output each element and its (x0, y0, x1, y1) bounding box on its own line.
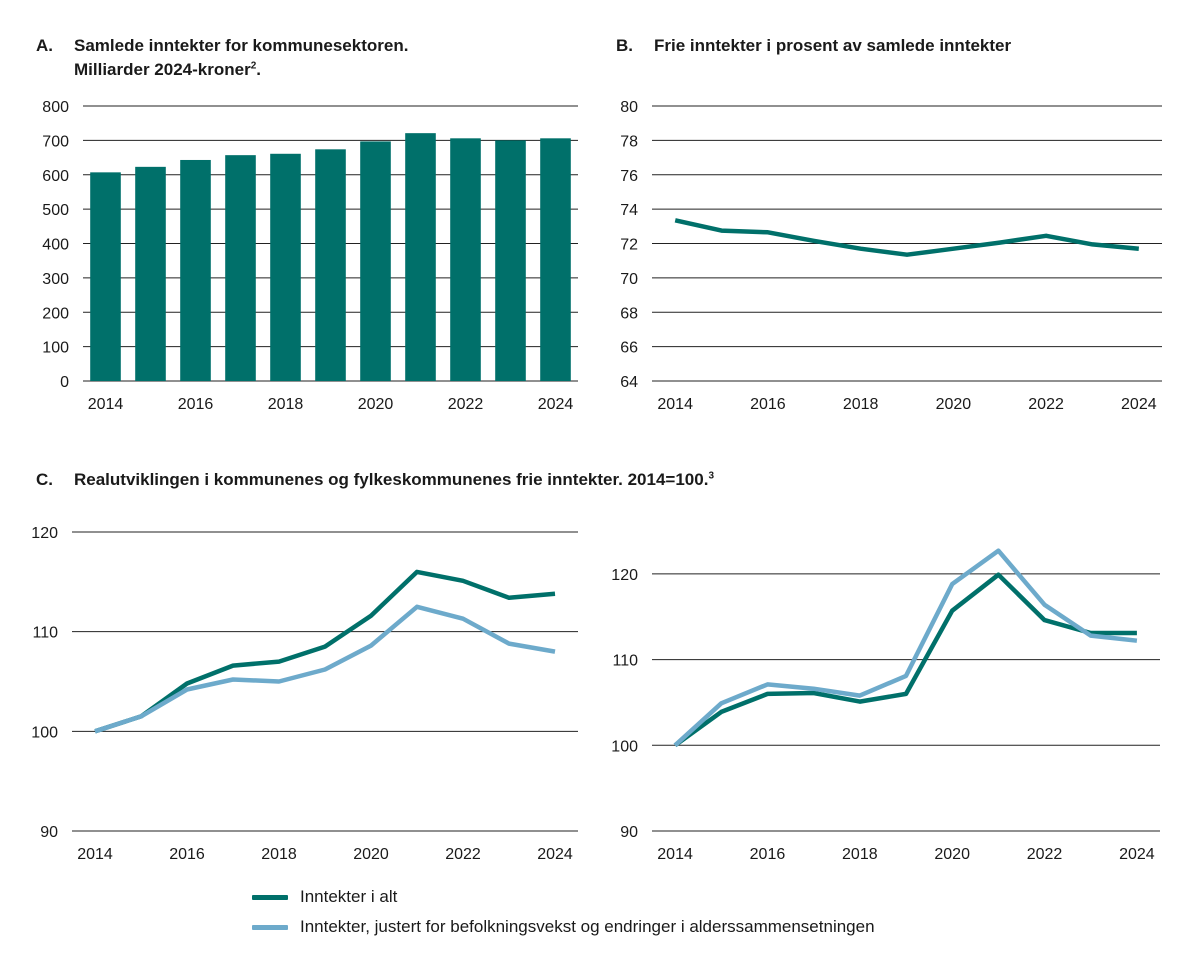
panel-a-title: A. Samlede inntekter for kommunesektoren… (36, 34, 556, 82)
ytick-label-b-64: 64 (620, 374, 638, 391)
series-line-c2-2 (673, 548, 1138, 747)
ytick-label-c2-90: 90 (620, 824, 638, 841)
ytick-label-c2-110: 110 (612, 653, 638, 670)
panel-c-title-text: Realutviklingen i kommunenes og fylkesko… (74, 470, 709, 489)
bar-a-2017 (225, 155, 256, 381)
xtick-label-b-2014: 2014 (657, 396, 693, 413)
ytick-label-a-200: 200 (42, 305, 69, 322)
xtick-label-c2-2024: 2024 (1119, 846, 1155, 863)
legend-item-total: Inntekter i alt (252, 882, 875, 912)
ytick-label-b-76: 76 (620, 168, 638, 185)
series-line-c1-1 (94, 569, 556, 734)
ytick-label-b-68: 68 (620, 305, 638, 322)
xtick-label-b-2020: 2020 (936, 396, 972, 413)
xtick-label-b-2024: 2024 (1121, 396, 1157, 413)
legend-swatch-lightblue (252, 924, 288, 930)
ytick-label-b-74: 74 (620, 202, 638, 219)
panel-a-title-line2-text: Milliarder 2024-kroner (74, 60, 251, 79)
panel-b-title-text: Frie inntekter i prosent av samlede innt… (654, 36, 1012, 55)
xtick-label-c1-2016: 2016 (169, 846, 205, 863)
ytick-label-b-70: 70 (620, 271, 638, 288)
xtick-label-b-2016: 2016 (750, 396, 786, 413)
chart-panel-b: 64 66 68 70 72 74 76 78 80 2014 2016 2018 2020 2022 20… (620, 99, 1162, 413)
xtick-label-c1-2020: 2020 (353, 846, 389, 863)
panel-c-title: C. Realutviklingen i kommunenes og fylke… (36, 468, 936, 492)
ytick-label-b-78: 78 (620, 133, 638, 150)
panel-b-letter: B. (616, 36, 633, 55)
ytick-label-a-500: 500 (42, 202, 69, 219)
chart-panel-a: 0 100 200 300 400 500 600 700 800 2014 2016 2018 202… (42, 99, 578, 413)
xtick-label-b-2022: 2022 (1028, 396, 1064, 413)
panel-c-letter: C. (36, 470, 53, 489)
xtick-label-a-2018: 2018 (268, 396, 304, 413)
panel-a-footnote-ref: 2 (250, 60, 257, 72)
bar-a-2016 (180, 159, 211, 381)
ytick-label-c2-120: 120 (611, 567, 638, 584)
xtick-label-a-2016: 2016 (178, 396, 214, 413)
legend: Inntekter i alt Inntekter, justert for b… (252, 882, 875, 942)
legend-label-total: Inntekter i alt (300, 887, 398, 906)
bar-a-2015 (135, 166, 166, 381)
ytick-label-a-400: 400 (42, 237, 69, 254)
xtick-label-c2-2018: 2018 (842, 846, 878, 863)
legend-label-adjusted: Inntekter, justert for befolkningsvekst … (300, 917, 875, 936)
xtick-label-c2-2022: 2022 (1027, 846, 1063, 863)
ytick-label-a-600: 600 (42, 168, 69, 185)
panel-a-title-line1: Samlede inntekter for kommunesektoren. (74, 36, 409, 55)
ytick-label-c1-90: 90 (40, 824, 58, 841)
bar-a-2019 (315, 149, 346, 381)
ytick-label-a-0: 0 (60, 374, 69, 391)
xtick-label-b-2018: 2018 (843, 396, 879, 413)
panel-b-title: B. Frie inntekter i prosent av samlede i… (616, 34, 1176, 58)
xtick-label-c2-2020: 2020 (934, 846, 970, 863)
xtick-label-a-2014: 2014 (88, 396, 124, 413)
bar-a-2021 (405, 133, 436, 381)
ytick-label-c1-110: 110 (32, 625, 58, 642)
ytick-label-a-100: 100 (42, 340, 69, 357)
xtick-label-c1-2024: 2024 (537, 846, 573, 863)
panel-a-title-line2: Milliarder 2024-kroner2. (74, 58, 261, 82)
bar-a-2023 (495, 140, 526, 381)
series-line-c1-2 (94, 604, 556, 734)
ytick-label-c1-100: 100 (31, 724, 58, 741)
ytick-label-a-700: 700 (42, 133, 69, 150)
ytick-label-b-66: 66 (620, 340, 638, 357)
ytick-label-b-80: 80 (620, 99, 638, 116)
bar-a-2014 (90, 172, 121, 381)
bar-a-2018 (270, 153, 301, 381)
ytick-label-c2-100: 100 (611, 738, 638, 755)
bar-a-2020 (360, 141, 391, 381)
panel-a-title-end: . (256, 60, 261, 79)
xtick-label-c2-2016: 2016 (750, 846, 786, 863)
series-line-b-1 (674, 218, 1140, 257)
legend-swatch-teal (252, 894, 288, 900)
xtick-label-c1-2014: 2014 (77, 846, 113, 863)
panel-a-letter: A. (36, 36, 53, 55)
ytick-label-a-300: 300 (42, 271, 69, 288)
chart-panel-c-right: 90 100 110 120 2014 2016 2018 2020 2022 2024 (611, 548, 1160, 863)
xtick-label-c2-2014: 2014 (657, 846, 693, 863)
panel-c-footnote-ref: 3 (708, 470, 714, 482)
legend-item-adjusted: Inntekter, justert for befolkningsvekst … (252, 912, 875, 942)
panel-c-title-line: Realutviklingen i kommunenes og fylkesko… (74, 468, 714, 492)
xtick-label-a-2024: 2024 (538, 396, 574, 413)
ytick-label-b-72: 72 (620, 237, 638, 254)
bar-a-2024 (540, 138, 571, 381)
chart-panel-c-left: 90 100 110 120 2014 2016 2018 2020 2022 2024 (31, 525, 578, 863)
xtick-label-a-2020: 2020 (358, 396, 394, 413)
xtick-label-a-2022: 2022 (448, 396, 484, 413)
xtick-label-c1-2018: 2018 (261, 846, 297, 863)
bar-a-2022 (450, 138, 481, 381)
ytick-label-a-800: 800 (42, 99, 69, 116)
xtick-label-c1-2022: 2022 (445, 846, 481, 863)
ytick-label-c1-120: 120 (31, 525, 58, 542)
